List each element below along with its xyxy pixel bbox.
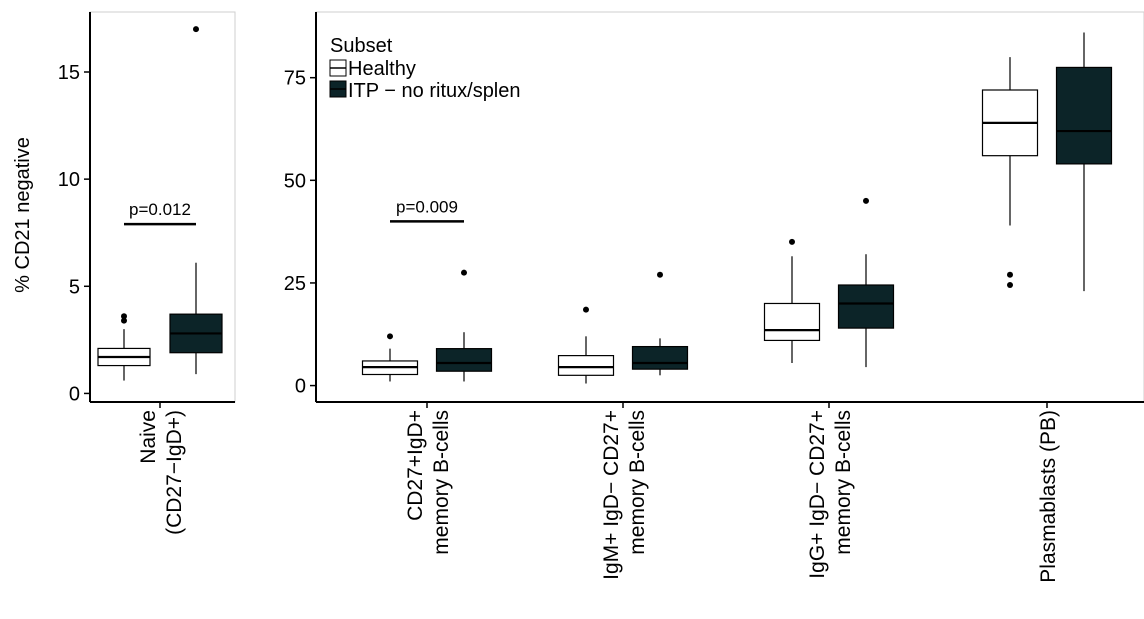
- y-tick-label: 50: [284, 170, 306, 192]
- outlier-point: [789, 238, 795, 245]
- legend-title: Subset: [330, 35, 393, 57]
- box: [557, 355, 615, 376]
- p-value-label: p=0.012: [129, 200, 191, 219]
- y-tick-label: 25: [284, 273, 306, 295]
- box-igm-itp: [631, 271, 689, 376]
- box-igg-itp: [837, 197, 895, 368]
- box-cd27igd-healthy: [361, 333, 419, 382]
- box: [837, 284, 895, 329]
- category-label: IgM+ IgD− CD27+: [600, 410, 623, 580]
- category-label: memory B-cells: [832, 410, 855, 555]
- legend-label-healthy: Healthy: [348, 58, 416, 80]
- naive-panel: 0 5 10 15 Naive (CD27−IgD+) p=0.012: [58, 11, 236, 535]
- category-label: IgG+ IgD− CD27+: [806, 410, 829, 579]
- outlier-point: [583, 306, 589, 313]
- y-tick-label: 75: [284, 68, 306, 90]
- legend: Subset Healthy ITP − no ritux/splen: [329, 35, 521, 102]
- y-tick-label: 15: [58, 62, 80, 84]
- box: [631, 345, 689, 370]
- outlier-point: [657, 271, 663, 278]
- category-label: Plasmablasts (PB): [1037, 410, 1060, 583]
- category-label: memory B-cells: [430, 410, 453, 555]
- box-igm-healthy: [557, 306, 615, 384]
- outlier-point: [121, 313, 127, 320]
- box: [1055, 66, 1113, 165]
- plot-background: [315, 11, 1144, 403]
- outlier-point: [387, 333, 393, 340]
- category-label: (CD27−IgD+): [163, 410, 186, 535]
- box-pb-itp: [1055, 32, 1113, 292]
- category-label: Naive: [137, 410, 160, 464]
- outlier-point: [1007, 282, 1013, 288]
- y-axis-label: % CD21 negative: [12, 137, 34, 293]
- category-label: CD27+IgD+: [404, 410, 427, 521]
- box-cd27igd-itp: [435, 269, 493, 382]
- p-value-label: p=0.009: [396, 197, 458, 216]
- legend-label-itp: ITP − no ritux/splen: [348, 80, 521, 102]
- category-label: memory B-cells: [626, 410, 649, 555]
- y-tick-label: 0: [69, 383, 80, 405]
- box-igg-healthy: [763, 238, 821, 363]
- box-pb-healthy: [981, 57, 1039, 288]
- y-tick-label: 0: [295, 376, 306, 398]
- box: [435, 348, 493, 372]
- outlier-point: [1007, 271, 1013, 278]
- box: [763, 302, 821, 342]
- outlier-point: [461, 269, 467, 276]
- outlier-point: [863, 197, 869, 204]
- y-tick-label: 5: [69, 276, 80, 298]
- outlier-point: [121, 317, 127, 324]
- box-naive-healthy: [97, 313, 151, 381]
- box-naive-itp: [169, 26, 223, 375]
- outlier-point: [193, 26, 199, 33]
- y-tick-label: 10: [58, 169, 80, 191]
